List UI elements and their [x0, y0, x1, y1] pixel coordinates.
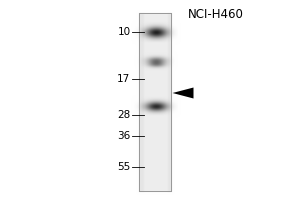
- Text: 17: 17: [117, 74, 130, 84]
- Text: NCI-H460: NCI-H460: [188, 8, 244, 21]
- Polygon shape: [172, 88, 194, 99]
- Text: 10: 10: [117, 27, 130, 37]
- Text: 28: 28: [117, 110, 130, 120]
- Text: 36: 36: [117, 131, 130, 141]
- Text: 55: 55: [117, 162, 130, 172]
